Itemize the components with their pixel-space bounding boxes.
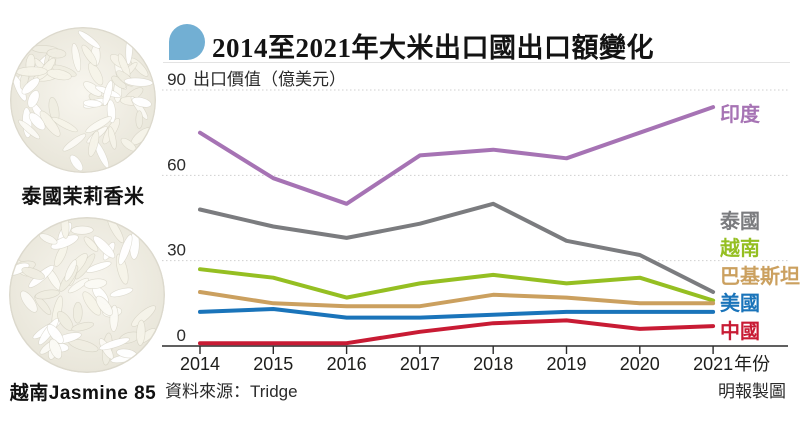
credit-note: 明報製圖	[718, 382, 786, 401]
rice-grain	[20, 290, 38, 313]
rice-grain	[83, 81, 103, 97]
series-line-india	[198, 105, 716, 206]
rice-grain	[109, 287, 134, 298]
x-tick-label-2015: 2015	[253, 354, 293, 374]
rice-grain	[62, 133, 87, 152]
y-tick-label-0: 0	[177, 326, 186, 345]
series-label-pakistan: 巴基斯坦	[720, 264, 800, 288]
page-title: 2014至2021年大米出口國出口額變化	[212, 33, 654, 63]
rice-grain	[21, 266, 45, 280]
rice-grain	[69, 154, 84, 172]
series-label-vietnam: 越南	[719, 236, 760, 260]
rice-grain	[95, 295, 113, 316]
rice-grain	[81, 44, 98, 66]
x-tick-label-2018: 2018	[473, 354, 513, 374]
series-line-vietnam	[198, 267, 716, 303]
rice-grain	[34, 289, 60, 300]
x-tick-label-2014: 2014	[180, 354, 220, 374]
rice-grain	[136, 319, 146, 346]
rice-grain	[50, 234, 79, 250]
series-label-china: 中國	[720, 319, 760, 343]
rice-photo-vietnam-jasmine85	[9, 217, 165, 373]
rice-grain	[51, 116, 78, 133]
y-tick-label-90: 90	[167, 70, 186, 89]
series-line-usa	[198, 307, 716, 320]
rice-edge	[9, 217, 165, 373]
series-label-thailand: 泰國	[719, 209, 760, 233]
rice-grains-image-1	[10, 27, 156, 173]
rice-grain	[83, 278, 108, 289]
rice-grain	[85, 116, 112, 133]
series-line-thailand	[198, 201, 716, 294]
rice-caption-vietnam: 越南Jasmine 85	[9, 383, 157, 404]
rice-grain	[64, 259, 77, 282]
rice-grain	[118, 234, 133, 266]
rice-grain	[108, 126, 117, 150]
rice-grain	[82, 99, 103, 108]
speech-bubble-icon	[169, 24, 205, 60]
x-tick-label-2016: 2016	[327, 354, 367, 374]
rice-grain	[70, 225, 94, 235]
series-label-usa: 美國	[720, 291, 760, 315]
rice-grain	[71, 321, 94, 332]
x-axis-title: 年份	[734, 354, 770, 374]
rice-grain	[39, 233, 58, 245]
rice-grain	[83, 236, 99, 252]
rice-photo-thai-jasmine	[10, 27, 156, 173]
rice-grain	[102, 80, 113, 106]
y-tick-label-30: 30	[167, 241, 186, 260]
rice-grain	[92, 235, 116, 259]
rice-grain	[73, 301, 83, 324]
rice-grain	[67, 277, 89, 294]
rice-caption-thai: 泰國茉莉香米	[21, 186, 145, 208]
rice-grain	[71, 43, 81, 72]
export-line-chart: 0 30 60 90 出口價值（億美元） 2014 2015 2016 2017 2018 2019…	[162, 70, 800, 374]
rice-grain	[78, 30, 101, 49]
rice-grain	[82, 291, 101, 316]
rice-grain	[46, 324, 64, 344]
series-label-india: 印度	[720, 102, 761, 126]
x-tick-label-2020: 2020	[620, 354, 660, 374]
rice-grain	[88, 62, 104, 86]
rice-grain	[131, 96, 152, 108]
rice-grain	[135, 110, 144, 129]
rice-grain	[46, 48, 67, 59]
y-axis-title: 出口價值（億美元）	[193, 70, 346, 89]
rice-grain	[88, 130, 100, 157]
rice-grain	[49, 338, 62, 360]
rice-grain	[18, 119, 41, 140]
series-line-china	[198, 318, 716, 346]
y-tick-label-60: 60	[167, 155, 186, 174]
x-tick-label-2021: 2021	[693, 354, 733, 374]
rice-edge	[10, 27, 156, 173]
series-line-pakistan	[198, 290, 716, 309]
rice-grains-image-2	[9, 217, 165, 373]
rice-grain	[131, 305, 156, 327]
rice-grain	[27, 90, 40, 109]
rice-grain	[99, 337, 130, 351]
rice-grain	[21, 77, 40, 95]
chart-area: 0 30 60 90 出口價值（億美元） 2014 2015 2016 2017 2018 2019…	[160, 63, 800, 375]
header-divider	[163, 62, 790, 63]
source-note: 資料來源：Tridge	[165, 382, 298, 401]
x-tick-label-2019: 2019	[546, 354, 586, 374]
rice-grain	[28, 112, 46, 131]
x-tick-label-2017: 2017	[400, 354, 440, 374]
